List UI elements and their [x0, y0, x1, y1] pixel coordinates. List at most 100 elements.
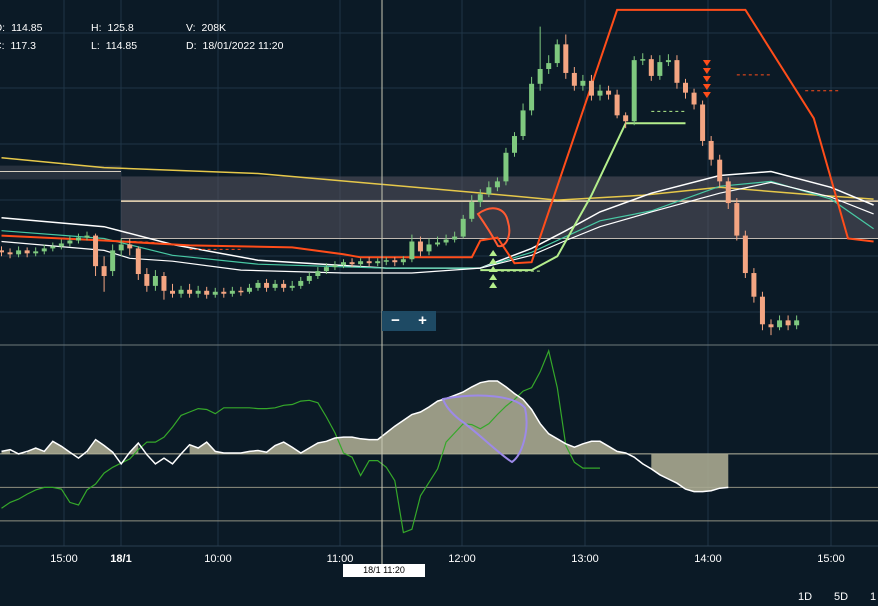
candle-body: [606, 90, 612, 95]
candle-body: [700, 104, 706, 141]
x-tick-label: 10:00: [204, 553, 232, 565]
candle-body: [289, 285, 295, 288]
oscillator-line: [1, 380, 729, 493]
candle-body: [178, 289, 184, 294]
x-tick-label: 13:00: [571, 553, 599, 565]
candle-body: [383, 260, 389, 262]
candle-body: [683, 82, 688, 93]
candle-body: [195, 290, 201, 294]
sell-signal-arrow-1: [702, 68, 711, 74]
candle-body: [597, 90, 603, 96]
range-1d-button[interactable]: 1D: [798, 591, 813, 603]
candle-body: [135, 248, 141, 275]
prior-range-band: [0, 165, 121, 180]
range-5d-button[interactable]: 5D: [834, 591, 849, 603]
candle-body: [358, 261, 364, 265]
candle-body: [512, 136, 517, 153]
candle-body: [520, 110, 526, 137]
candle-body: [41, 248, 47, 252]
candle-body: [212, 291, 218, 295]
candle-body: [50, 246, 56, 249]
drawn-lasso-red: [476, 207, 511, 248]
signal-markers: [489, 60, 711, 288]
drawn-lasso-blue: [441, 394, 528, 464]
candle-body: [785, 320, 791, 326]
candlestick-series: [0, 26, 800, 336]
candle-body: [127, 244, 133, 249]
range-more-button[interactable]: 1: [870, 591, 877, 603]
candle-body: [469, 202, 475, 219]
candle-body: [717, 159, 723, 182]
buy-signal-arrow-2: [489, 266, 498, 272]
candle-body: [768, 324, 774, 328]
candle-body: [392, 260, 398, 263]
signal-line: [1, 348, 600, 534]
ohlc-open: O:114.85: [0, 22, 43, 34]
candle-body: [725, 181, 731, 204]
sell-signal-arrow-2: [702, 76, 711, 82]
candle-body: [400, 259, 406, 263]
candle-body: [537, 69, 543, 84]
zoom-out-button[interactable]: −: [391, 312, 400, 329]
oscillator-area-4: [189, 381, 626, 454]
white-ma-line: [1, 170, 874, 269]
candle-body: [580, 80, 586, 86]
candle-body: [110, 250, 116, 272]
x-tick-label: 11:00: [326, 553, 354, 565]
candle-body: [341, 262, 346, 266]
candle-body: [571, 72, 577, 86]
candle-body: [452, 236, 458, 240]
zoom-in-button[interactable]: +: [418, 312, 427, 329]
candle-body: [759, 296, 765, 325]
oscillator-area-1: [27, 441, 70, 454]
teal-ma-line: [1, 180, 874, 269]
oscillator-panel: [1, 348, 729, 534]
candle-body: [477, 194, 483, 203]
white-lower-ma-line: [1, 181, 874, 274]
candle-body: [118, 244, 124, 251]
sell-signal-arrow-3: [702, 84, 711, 90]
candle-body: [323, 267, 329, 272]
crosshair-time-label: 18/1 11:20: [343, 564, 425, 577]
x-tick-label: 12:00: [448, 553, 476, 565]
candle-body: [0, 250, 4, 253]
candle-body: [708, 140, 714, 160]
candle-body: [375, 261, 381, 264]
candle-body: [623, 115, 629, 122]
candle-body: [588, 80, 594, 96]
buy-signal-arrow-0: [489, 250, 498, 256]
candle-body: [751, 273, 757, 297]
candle-body: [460, 218, 466, 237]
range-bands: [0, 165, 878, 240]
candle-body: [349, 262, 355, 265]
candle-body: [93, 235, 99, 267]
buy-signal-arrow-4: [489, 282, 498, 288]
candle-body: [238, 290, 244, 293]
candle-body: [332, 265, 338, 268]
candle-body: [255, 282, 261, 288]
candle-body: [7, 252, 13, 255]
candle-body: [221, 291, 227, 294]
candle-body: [229, 290, 235, 294]
candle-body: [614, 94, 620, 116]
candle-body: [777, 320, 783, 328]
candle-body: [152, 276, 158, 286]
candle-body: [75, 237, 81, 241]
candle-body: [33, 251, 39, 254]
ohlc-volume: V: 208K: [186, 22, 227, 34]
candle-body: [742, 235, 748, 274]
candle-body: [435, 242, 441, 245]
x-tick-label: 18/1: [110, 553, 132, 565]
green-stop-line: [480, 122, 686, 272]
candle-body: [84, 235, 90, 238]
candle-body: [272, 283, 278, 288]
candle-body: [306, 276, 312, 281]
buy-signal-arrow-1: [489, 258, 498, 264]
candle-body: [315, 271, 321, 276]
candle-body: [281, 283, 287, 288]
x-tick-label: 15:00: [817, 553, 845, 565]
candle-body: [494, 181, 500, 188]
ohlc-date: D: 18/01/2022 11:20: [186, 40, 284, 52]
candle-body: [16, 250, 22, 255]
